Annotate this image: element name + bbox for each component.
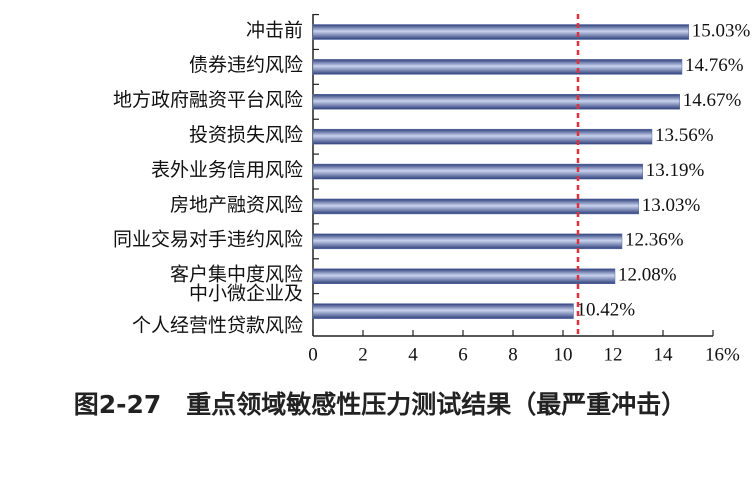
bar — [312, 233, 623, 250]
value-label: 13.03% — [642, 195, 701, 216]
bar — [312, 198, 639, 215]
y-tick-label: 地方政府融资平台风险 — [113, 89, 303, 111]
x-tick-label: 4 — [408, 344, 418, 365]
x-tick-label: 14 — [654, 344, 674, 365]
value-label: 13.19% — [646, 160, 705, 181]
y-tick-label: 客户集中度风险 — [170, 264, 303, 286]
y-tick-label: 表外业务信用风险 — [151, 159, 303, 181]
x-tick-label: 8 — [508, 344, 518, 365]
y-tick-label: 冲击前 — [246, 19, 303, 41]
y-tick-label: 债券违约风险 — [189, 54, 303, 76]
y-tick-label: 投资损失风险 — [189, 124, 303, 146]
value-label: 14.76% — [685, 55, 744, 76]
bar — [312, 94, 680, 110]
value-label: 13.56% — [655, 125, 714, 146]
x-tick-label: 16% — [705, 344, 740, 365]
chart-title: 图2-27 重点领域敏感性压力测试结果（最严重冲击） — [73, 390, 687, 419]
y-tick-label: 个人经营性贷款风险 — [132, 314, 303, 336]
x-tick-label: 10 — [554, 344, 573, 365]
value-label: 15.03% — [692, 20, 751, 41]
value-label: 10.42% — [577, 299, 636, 320]
bar — [312, 24, 689, 40]
bar — [312, 128, 653, 145]
value-label: 12.08% — [618, 265, 677, 286]
x-tick-label: 0 — [308, 344, 318, 365]
y-tick-label: 同业交易对手违约风险 — [113, 229, 303, 251]
x-tick-label: 12 — [604, 344, 623, 365]
value-label: 12.36% — [625, 230, 684, 251]
bar — [312, 59, 683, 75]
bar — [312, 163, 643, 180]
value-label: 14.67% — [683, 90, 742, 111]
bar — [312, 268, 616, 284]
bar — [312, 303, 574, 319]
chart: 0 2 4 6 8 10 12 14 16% 15.03% 冲击前 14.76% 债券违约风险 14.67… — [113, 13, 751, 365]
y-tick-label: 房地产融资风险 — [170, 194, 303, 216]
x-tick-label: 6 — [458, 344, 468, 365]
y-tick-label: 中小微企业及 — [189, 282, 303, 304]
x-tick-label: 2 — [358, 344, 368, 365]
